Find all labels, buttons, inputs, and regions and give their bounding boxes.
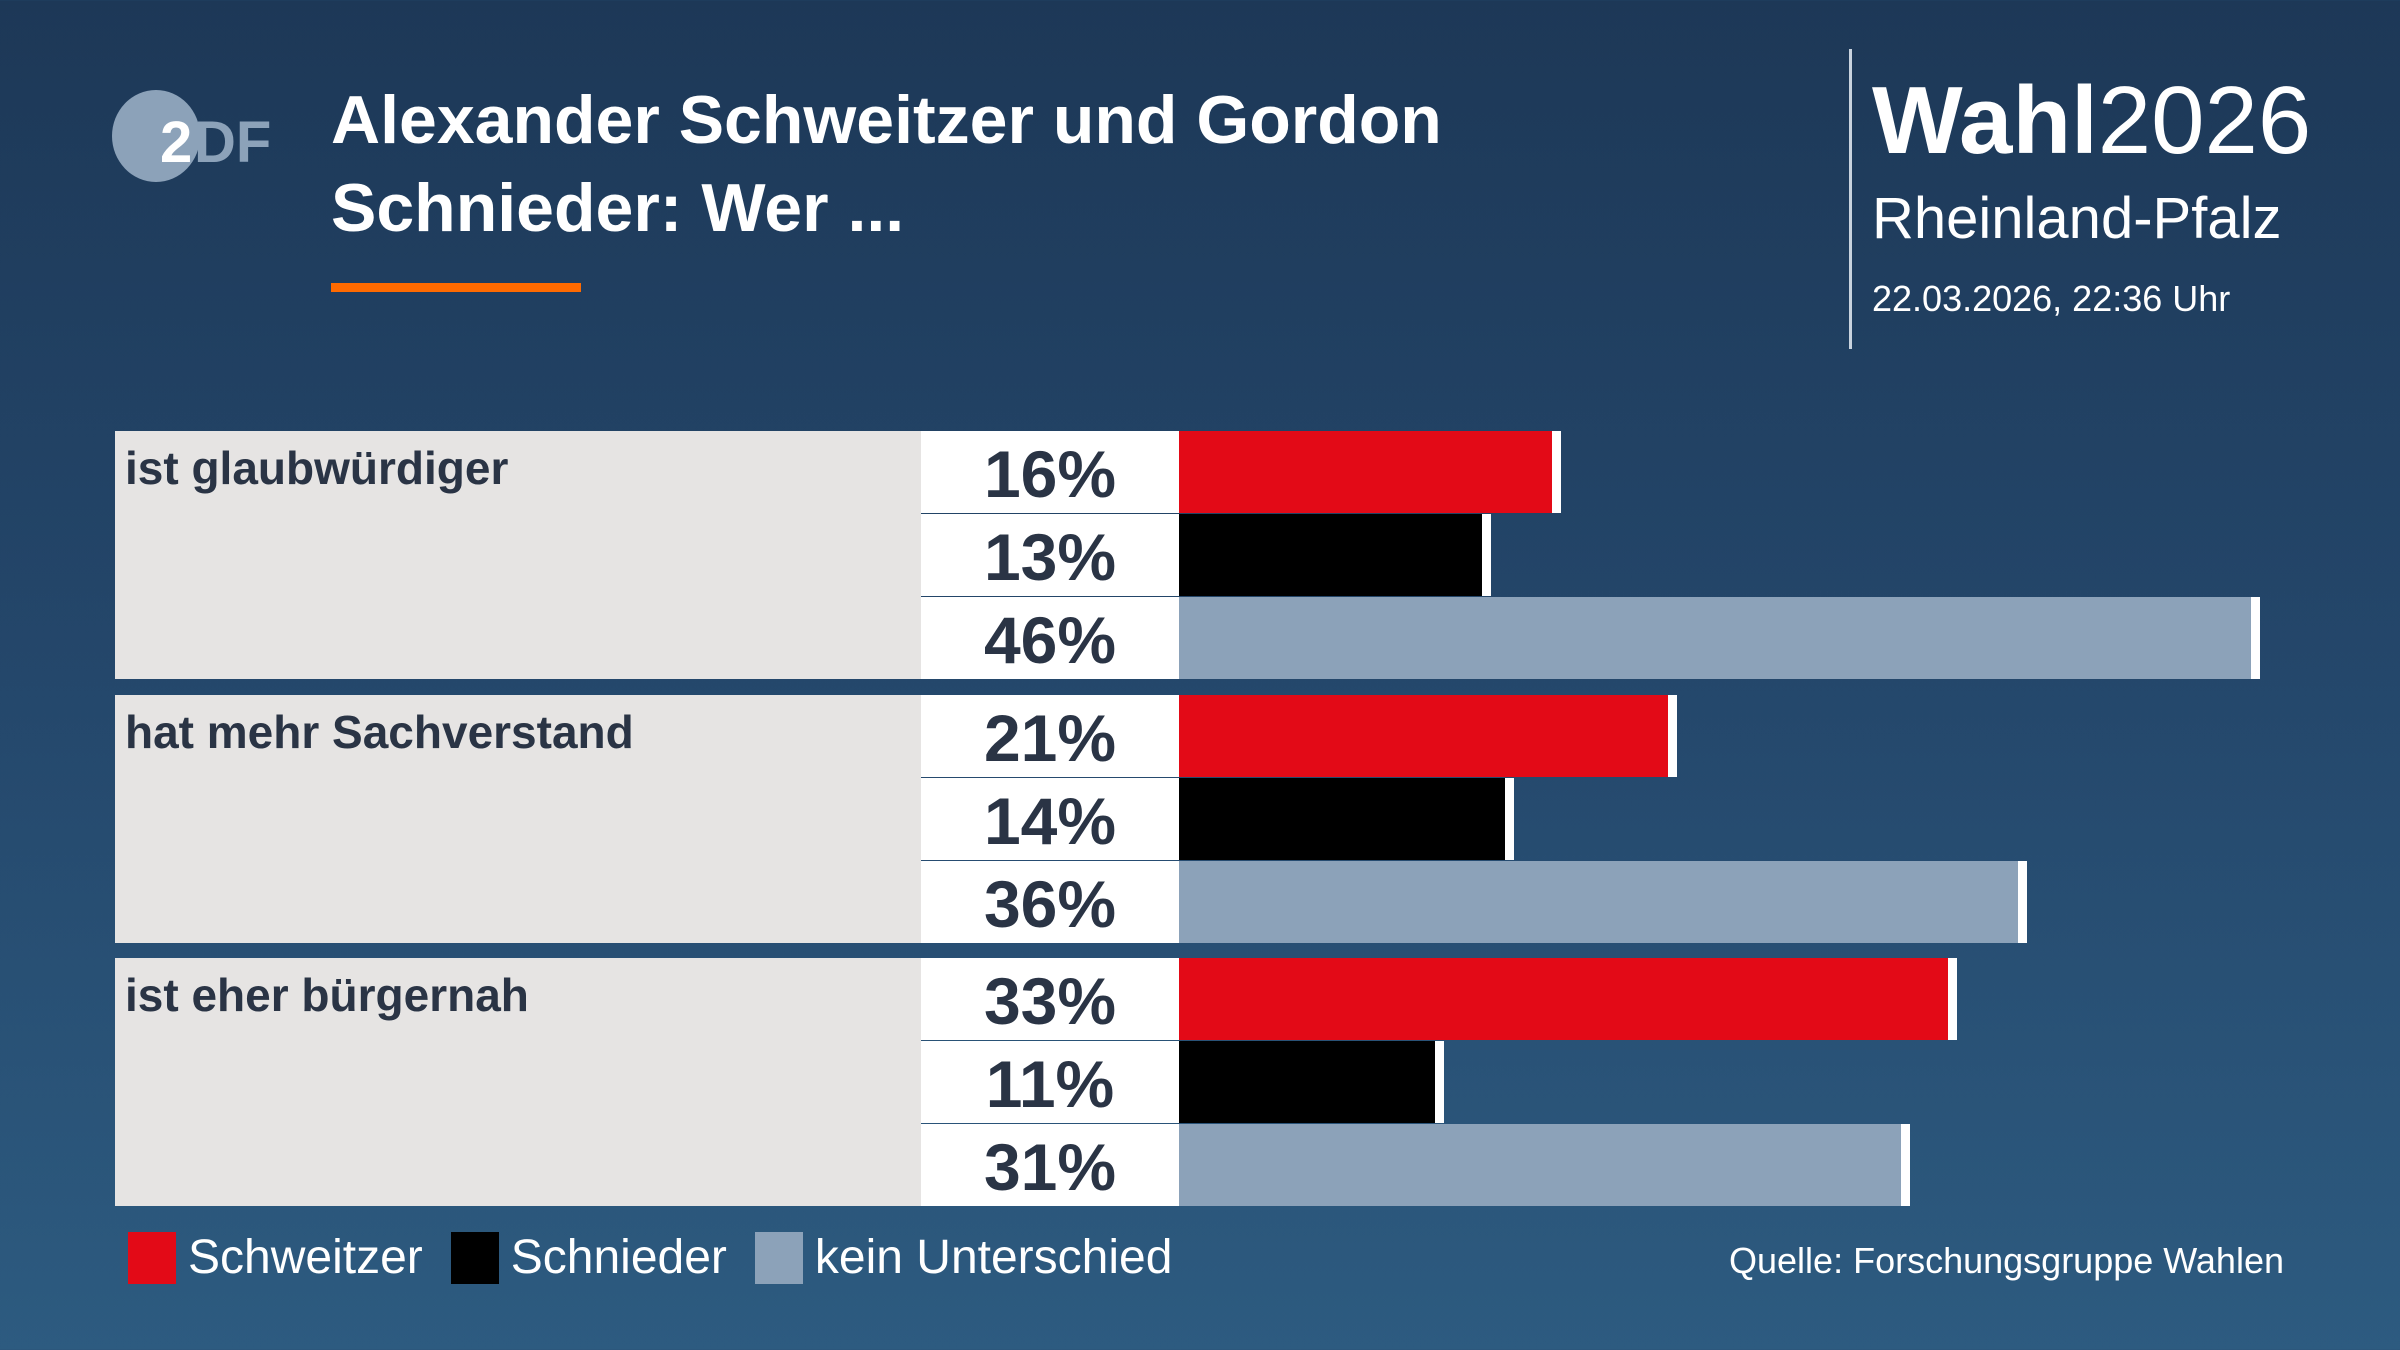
title-accent-line — [331, 283, 581, 292]
bar-row: 31% — [921, 1124, 2400, 1206]
brand: Wahl2026 — [1872, 66, 2311, 176]
legend-item: Schnieder — [450, 1230, 727, 1285]
legend-item: kein Unterschied — [754, 1230, 1173, 1285]
bar-row: 46% — [921, 597, 2400, 679]
legend-item: Schweitzer — [128, 1230, 423, 1285]
bar — [1179, 695, 1669, 777]
value-label: 13% — [921, 514, 1179, 596]
bar — [1179, 958, 1948, 1040]
legend-swatch-schnieder — [450, 1231, 499, 1284]
category-label: ist eher bürgernah — [115, 958, 921, 1206]
header-divider — [1849, 49, 1852, 349]
bar-end-cap — [1947, 958, 1957, 1040]
brand-word: Wahl — [1872, 67, 2098, 174]
value-label: 14% — [921, 778, 1179, 860]
bar-row: 11% — [921, 1041, 2400, 1123]
page-title: Alexander Schweitzer und Gordon Schniede… — [331, 82, 1442, 246]
value-label: 21% — [921, 695, 1179, 777]
bar — [1179, 431, 1552, 513]
bar-end-cap — [1551, 431, 1561, 513]
svg-text:2: 2 — [160, 110, 192, 175]
value-label: 31% — [921, 1124, 1179, 1206]
bar-end-cap — [1901, 1124, 1911, 1206]
bar — [1179, 861, 2018, 943]
value-label: 46% — [921, 597, 1179, 679]
bar-end-cap — [1435, 1041, 1445, 1123]
category-label: ist glaubwürdiger — [115, 431, 921, 679]
value-label: 11% — [921, 1041, 1179, 1123]
region: Rheinland-Pfalz — [1872, 186, 2282, 251]
bar — [1179, 1124, 1902, 1206]
bar — [1179, 514, 1482, 596]
svg-text:DF: DF — [194, 110, 271, 175]
brand-year: 2026 — [2097, 67, 2312, 174]
timestamp: 22.03.2026, 22:36 Uhr — [1872, 278, 2231, 319]
bar-row: 13% — [921, 514, 2400, 596]
category-group: ist eher bürgernah 33% 11% 31% — [115, 958, 2400, 1206]
bar-end-cap — [1668, 695, 1678, 777]
bar-row: 21% — [921, 695, 2400, 777]
bar-row: 36% — [921, 861, 2400, 943]
bar-row: 33% — [921, 958, 2400, 1040]
category-label: hat mehr Sachverstand — [115, 695, 921, 943]
value-label: 36% — [921, 861, 1179, 943]
bar-end-cap — [1481, 514, 1491, 596]
bar-end-cap — [2017, 861, 2027, 943]
category-group: ist glaubwürdiger 16% 13% 46% — [115, 431, 2400, 679]
legend-label: kein Unterschied — [814, 1231, 1173, 1284]
bar — [1179, 597, 2251, 679]
source-note: Quelle: Forschungsgruppe Wahlen — [1729, 1240, 2284, 1281]
value-label: 33% — [921, 958, 1179, 1040]
bar-row: 14% — [921, 778, 2400, 860]
value-label: 16% — [921, 431, 1179, 513]
bar-end-cap — [1505, 778, 1515, 860]
legend-swatch-schweitzer — [128, 1231, 176, 1284]
legend: Schweitzer Schnieder kein Unterschied — [128, 1230, 1200, 1285]
bar — [1179, 1041, 1436, 1123]
zdf-logo: 2 DF — [112, 90, 271, 182]
legend-label: Schweitzer — [188, 1231, 423, 1284]
bar-row: 16% — [921, 431, 2400, 513]
bar-end-cap — [2250, 597, 2260, 679]
legend-swatch-kein-unterschied — [754, 1231, 803, 1284]
category-group: hat mehr Sachverstand 21% 14% 36% — [115, 695, 2400, 943]
bar — [1179, 778, 1506, 860]
legend-label: Schnieder — [510, 1231, 727, 1284]
